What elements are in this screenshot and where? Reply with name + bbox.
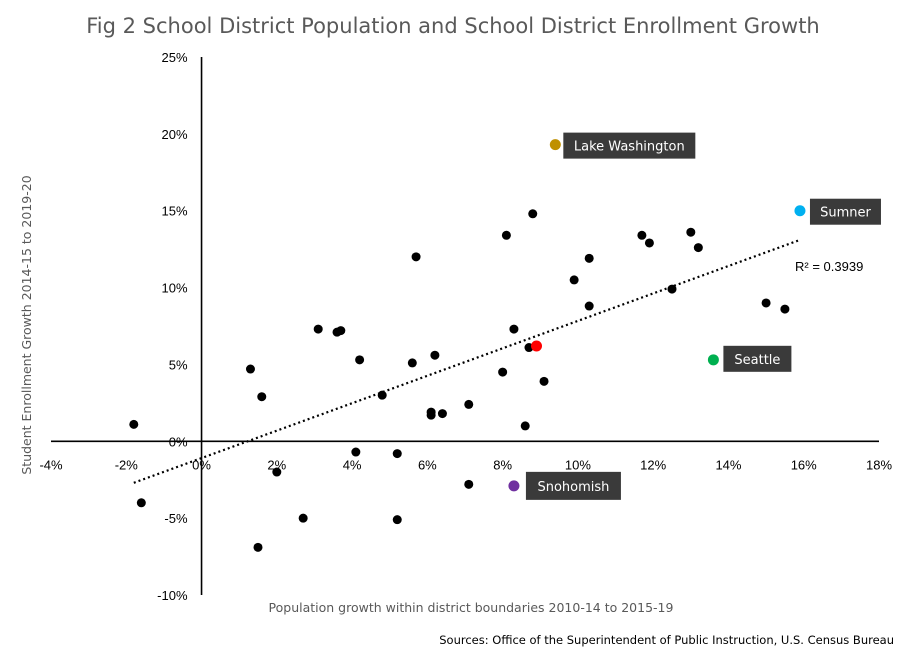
callout-sumner: Sumner xyxy=(809,198,881,225)
x-tick-label: -2% xyxy=(115,457,139,472)
x-tick-label: 0% xyxy=(192,457,211,472)
highlighted-points xyxy=(508,139,806,492)
data-point xyxy=(272,467,282,477)
axes xyxy=(51,57,879,595)
data-point xyxy=(129,419,139,429)
data-point xyxy=(637,230,647,240)
data-point xyxy=(780,304,790,314)
data-point xyxy=(392,449,402,459)
data-point xyxy=(377,390,387,400)
x-tick-label: -4% xyxy=(39,457,63,472)
data-point xyxy=(464,399,474,409)
data-point xyxy=(430,350,440,360)
y-tick-label: 10% xyxy=(162,281,188,296)
y-tick-label: 5% xyxy=(169,357,188,372)
data-point xyxy=(464,479,474,489)
x-axis-label: Population growth within district bounda… xyxy=(269,600,674,615)
data-point xyxy=(501,230,511,240)
y-tick-label: 20% xyxy=(162,127,188,142)
callout-snohomish: Snohomish xyxy=(525,471,621,500)
data-point xyxy=(509,324,519,334)
y-tick-labels: -10% -5% 0% 5% 10% 15% 20% 25% xyxy=(157,50,188,603)
data-point xyxy=(253,542,263,552)
chart-title: Fig 2 School District Population and Sch… xyxy=(86,14,819,38)
data-point xyxy=(351,447,361,457)
seattle-point xyxy=(707,354,719,366)
callout-seattle: Seattle xyxy=(723,345,792,372)
data-point xyxy=(584,301,594,311)
callout-text: Sumner xyxy=(820,206,871,221)
x-tick-label: 14% xyxy=(715,457,741,472)
source-note: Sources: Office of the Superintendent of… xyxy=(439,633,894,647)
data-point xyxy=(298,513,308,523)
callout-box xyxy=(563,132,696,159)
data-point xyxy=(245,364,255,374)
callout-box xyxy=(525,471,621,500)
x-tick-label: 6% xyxy=(418,457,437,472)
x-tick-label: 12% xyxy=(640,457,666,472)
callout-text: Seattle xyxy=(734,353,780,368)
data-point xyxy=(686,227,696,237)
y-tick-label: 25% xyxy=(162,50,188,65)
x-tick-label: 16% xyxy=(791,457,817,472)
y-tick-label: 0% xyxy=(169,434,188,449)
x-tick-label: 2% xyxy=(267,457,286,472)
y-axis-label: Student Enrollment Growth 2014-15 to 201… xyxy=(19,175,34,474)
x-tick-label: 10% xyxy=(565,457,591,472)
y-tick-label: -10% xyxy=(157,588,188,603)
highlighted-point xyxy=(531,340,543,352)
data-point xyxy=(437,409,447,419)
data-point xyxy=(355,355,365,365)
data-point xyxy=(136,498,146,508)
callout-labels: Lake Washington Sumner Seattle Snohomish xyxy=(525,132,881,500)
snohomish-point xyxy=(508,480,520,492)
r-squared-label: R² = 0.3939 xyxy=(795,259,863,274)
data-point xyxy=(392,515,402,525)
data-point xyxy=(667,284,677,294)
data-point xyxy=(407,358,417,368)
data-point xyxy=(411,252,421,262)
data-point xyxy=(644,238,654,248)
data-point xyxy=(313,324,323,334)
data-point xyxy=(520,421,530,431)
x-tick-label: 18% xyxy=(866,457,892,472)
callout-box xyxy=(809,198,881,225)
callout-text: Lake Washington xyxy=(574,140,685,155)
callout-box xyxy=(723,345,792,372)
x-tick-label: 4% xyxy=(343,457,362,472)
callout-lake-washington: Lake Washington xyxy=(563,132,696,159)
callout-text: Snohomish xyxy=(537,480,609,495)
y-tick-label: 15% xyxy=(162,204,188,219)
y-tick-label: -5% xyxy=(164,511,188,526)
data-point xyxy=(539,376,549,386)
data-point xyxy=(336,326,346,336)
sumner-point xyxy=(794,205,806,217)
data-point xyxy=(569,275,579,285)
x-tick-label: 8% xyxy=(493,457,512,472)
x-tick-labels: -4% -2% 0% 2% 4% 6% 8% 10% 12% 14% 16% 18% xyxy=(39,457,892,472)
data-point xyxy=(426,410,436,420)
data-point xyxy=(528,209,538,219)
data-point xyxy=(257,392,267,402)
data-points xyxy=(129,209,790,552)
data-point xyxy=(498,367,508,377)
data-point xyxy=(693,243,703,253)
trendline xyxy=(133,238,801,484)
data-point xyxy=(584,253,594,263)
lake-washington-point xyxy=(549,139,561,151)
data-point xyxy=(761,298,771,308)
